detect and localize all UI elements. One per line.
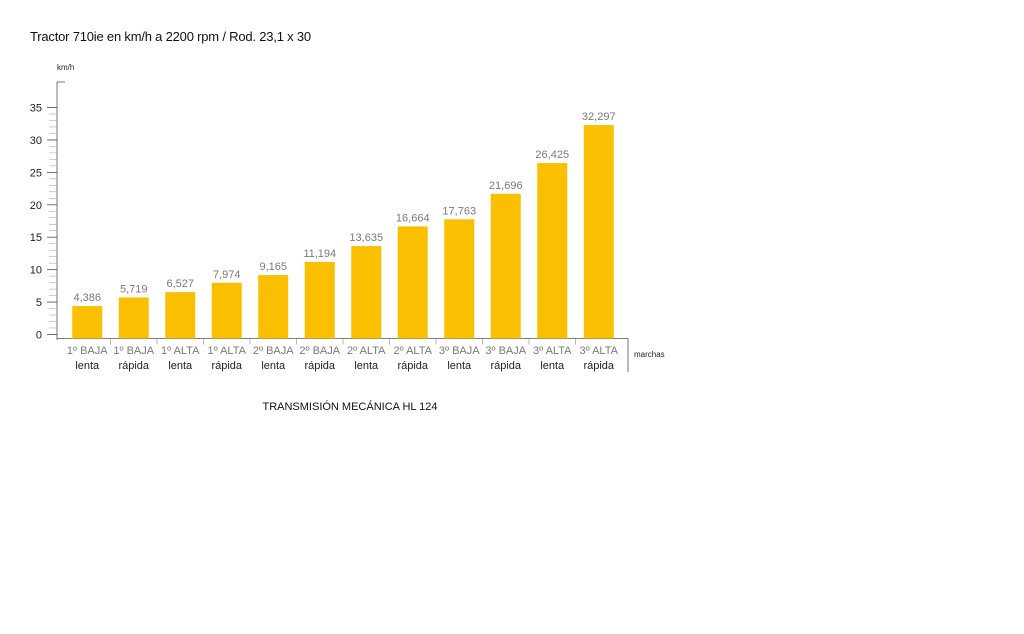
bar-value-label: 5,719 bbox=[120, 283, 148, 295]
y-tick-label: 10 bbox=[30, 265, 42, 277]
x-tick-label-line1: 1º BAJA bbox=[113, 345, 154, 357]
bar bbox=[211, 282, 242, 339]
chart-title: Tractor 710ie en km/h a 2200 rpm / Rod. … bbox=[30, 29, 311, 44]
bar bbox=[537, 163, 568, 339]
x-tick-label-line1: 2º BAJA bbox=[253, 345, 294, 357]
bar-value-label: 6,527 bbox=[166, 278, 194, 290]
x-axis-label: marchas bbox=[634, 350, 665, 359]
y-axis-label: km/h bbox=[57, 63, 74, 72]
chart-subtitle: TRANSMISIÓN MECÁNICA HL 124 bbox=[262, 401, 438, 413]
bar bbox=[304, 261, 335, 339]
x-tick-label-line1: 2º ALTA bbox=[394, 345, 433, 357]
y-tick-label: 20 bbox=[30, 200, 42, 212]
bar bbox=[444, 219, 475, 339]
bar bbox=[397, 226, 428, 339]
x-tick-label-line1: 3º BAJA bbox=[485, 345, 526, 357]
x-tick-label-line1: 1º BAJA bbox=[67, 345, 108, 357]
x-tick-label-line2: lenta bbox=[447, 360, 472, 372]
bar-value-label: 4,386 bbox=[73, 292, 101, 304]
x-tick-label-line1: 1º ALTA bbox=[161, 345, 200, 357]
x-tick-label-line1: 1º ALTA bbox=[208, 345, 247, 357]
y-tick-label: 5 bbox=[36, 297, 42, 309]
x-tick-label-line2: rápida bbox=[118, 360, 149, 372]
bar-value-label: 7,974 bbox=[213, 269, 241, 281]
x-tick-label-line1: 3º ALTA bbox=[533, 345, 572, 357]
bar-value-label: 26,425 bbox=[535, 149, 569, 161]
y-tick-label: 0 bbox=[36, 330, 42, 342]
x-tick-label-line2: rápida bbox=[211, 360, 242, 372]
x-tick-label-line2: lenta bbox=[540, 360, 565, 372]
x-tick-label-line2: lenta bbox=[261, 360, 286, 372]
bar bbox=[583, 125, 614, 339]
bar bbox=[351, 246, 382, 339]
y-tick-label: 30 bbox=[30, 135, 42, 147]
y-tick-label: 25 bbox=[30, 167, 42, 179]
bar-value-label: 11,194 bbox=[303, 248, 336, 260]
bar-value-label: 9,165 bbox=[259, 261, 287, 273]
bar-value-label: 13,635 bbox=[349, 232, 383, 244]
x-tick-label-line2: rápida bbox=[490, 360, 521, 372]
bar-value-label: 17,763 bbox=[442, 205, 476, 217]
y-tick-label: 15 bbox=[30, 232, 42, 244]
x-tick-label-line2: rápida bbox=[583, 360, 614, 372]
x-tick-label-line1: 2º ALTA bbox=[347, 345, 386, 357]
x-tick-label-line2: lenta bbox=[354, 360, 379, 372]
y-tick-label: 35 bbox=[30, 103, 42, 115]
bar-value-label: 32,297 bbox=[582, 111, 616, 123]
bar bbox=[490, 193, 521, 339]
bar-value-label: 21,696 bbox=[489, 180, 523, 192]
x-tick-label-line2: lenta bbox=[75, 360, 100, 372]
bar bbox=[118, 297, 149, 339]
x-tick-label-line1: 3º BAJA bbox=[439, 345, 480, 357]
x-tick-label-line2: rápida bbox=[304, 360, 335, 372]
bar bbox=[258, 275, 289, 339]
bar-value-label: 16,664 bbox=[396, 212, 430, 224]
bar bbox=[72, 306, 103, 339]
x-tick-label-line1: 3º ALTA bbox=[580, 345, 619, 357]
x-tick-label-line1: 2º BAJA bbox=[299, 345, 340, 357]
bar bbox=[165, 292, 196, 339]
x-tick-label-line2: lenta bbox=[168, 360, 193, 372]
x-tick-label-line2: rápida bbox=[397, 360, 428, 372]
